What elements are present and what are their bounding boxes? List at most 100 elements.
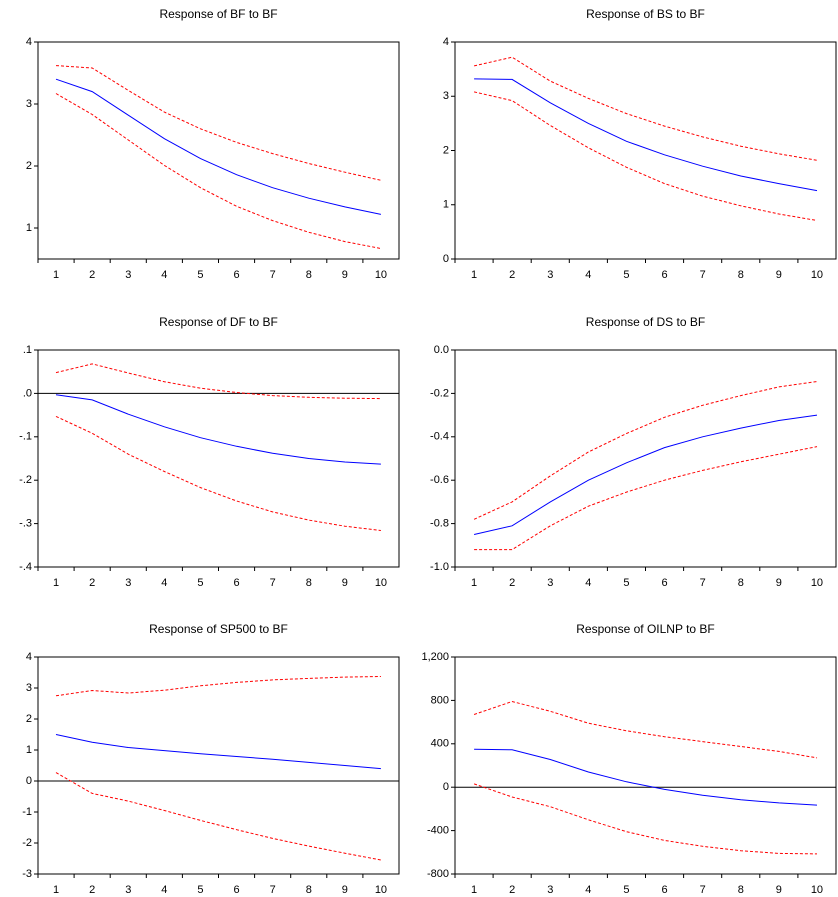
x-tick-label: 1 bbox=[471, 269, 477, 281]
series-line bbox=[474, 446, 818, 551]
series-line bbox=[55, 772, 381, 861]
y-tick-label: 3 bbox=[443, 90, 449, 102]
x-tick-label: 7 bbox=[700, 884, 706, 896]
x-tick-label: 10 bbox=[811, 269, 823, 281]
x-tick-label: 9 bbox=[342, 577, 348, 589]
x-tick-label: 6 bbox=[233, 577, 239, 589]
y-tick-label: 2 bbox=[26, 160, 32, 172]
y-tick-label: 400 bbox=[431, 738, 449, 750]
x-tick-label: 5 bbox=[197, 269, 203, 281]
x-tick-label: 4 bbox=[161, 269, 167, 281]
series-line bbox=[473, 56, 818, 161]
x-tick-label: 8 bbox=[738, 269, 744, 281]
series-line bbox=[473, 414, 818, 535]
x-tick-label: 9 bbox=[776, 884, 782, 896]
x-tick-label: 3 bbox=[125, 884, 131, 896]
y-tick-label: 800 bbox=[431, 694, 449, 706]
y-tick-label: -.3 bbox=[19, 518, 32, 530]
x-tick-label: 1 bbox=[53, 884, 59, 896]
series-line bbox=[55, 394, 381, 465]
y-tick-label: -0.4 bbox=[430, 431, 449, 443]
y-tick-label: 1 bbox=[443, 199, 449, 211]
chart-title: Response of DS to BF bbox=[586, 315, 705, 329]
y-tick-label: -0.8 bbox=[430, 518, 449, 530]
x-tick-label: 4 bbox=[161, 884, 167, 896]
y-tick-label: -800 bbox=[427, 868, 449, 880]
x-tick-label: 6 bbox=[661, 577, 667, 589]
series-line bbox=[55, 78, 382, 215]
y-tick-label: -0.6 bbox=[430, 474, 449, 486]
x-tick-label: 8 bbox=[306, 884, 312, 896]
x-tick-label: 3 bbox=[125, 577, 131, 589]
y-tick-label: 2 bbox=[26, 713, 32, 725]
x-tick-label: 10 bbox=[811, 884, 823, 896]
x-tick-label: 2 bbox=[89, 577, 95, 589]
x-tick-label: 5 bbox=[197, 884, 203, 896]
y-tick-label: -1.0 bbox=[430, 561, 449, 573]
y-tick-label: -.2 bbox=[19, 474, 32, 486]
series-line bbox=[473, 700, 818, 759]
x-tick-label: 1 bbox=[471, 884, 477, 896]
x-tick-label: 3 bbox=[547, 884, 553, 896]
x-tick-label: 6 bbox=[233, 884, 239, 896]
y-tick-label: -2 bbox=[22, 837, 32, 849]
x-tick-label: 4 bbox=[585, 884, 591, 896]
y-tick-label: 4 bbox=[26, 36, 32, 48]
series-line bbox=[55, 676, 381, 697]
y-tick-label: -0.2 bbox=[430, 387, 449, 399]
y-tick-label: 0 bbox=[443, 253, 449, 265]
y-tick-label: 0 bbox=[443, 781, 449, 793]
y-tick-label: 1 bbox=[26, 222, 32, 234]
x-tick-label: 9 bbox=[776, 577, 782, 589]
x-tick-label: 9 bbox=[342, 269, 348, 281]
chart-title: Response of SP500 to BF bbox=[149, 622, 288, 636]
x-tick-label: 3 bbox=[125, 269, 131, 281]
chart-title: Response of DF to BF bbox=[159, 315, 278, 329]
x-tick-label: 8 bbox=[306, 269, 312, 281]
y-tick-label: -1 bbox=[22, 806, 32, 818]
x-tick-label: 6 bbox=[661, 884, 667, 896]
x-tick-label: 9 bbox=[342, 884, 348, 896]
x-tick-label: 6 bbox=[661, 269, 667, 281]
series-line bbox=[474, 78, 818, 192]
x-tick-label: 5 bbox=[623, 884, 629, 896]
x-tick-label: 1 bbox=[53, 269, 59, 281]
plot-frame bbox=[37, 656, 400, 875]
x-tick-label: 8 bbox=[738, 577, 744, 589]
series-line bbox=[55, 93, 381, 249]
x-tick-label: 2 bbox=[509, 884, 515, 896]
x-tick-label: 8 bbox=[738, 884, 744, 896]
series-line bbox=[473, 783, 818, 855]
y-tick-label: 4 bbox=[26, 651, 32, 663]
x-tick-label: 4 bbox=[161, 577, 167, 589]
y-tick-label: 2 bbox=[443, 144, 449, 156]
x-tick-label: 3 bbox=[547, 577, 553, 589]
y-tick-label: .0 bbox=[23, 387, 32, 399]
x-tick-label: 9 bbox=[776, 269, 782, 281]
x-tick-label: 7 bbox=[270, 577, 276, 589]
x-tick-label: 4 bbox=[585, 577, 591, 589]
plot-frame bbox=[37, 349, 400, 568]
x-tick-label: 8 bbox=[306, 577, 312, 589]
chart-title: Response of BS to BF bbox=[586, 7, 705, 21]
x-tick-label: 2 bbox=[509, 269, 515, 281]
y-tick-label: -.1 bbox=[19, 431, 32, 443]
x-tick-label: 4 bbox=[585, 269, 591, 281]
plot-frame bbox=[454, 41, 837, 260]
x-tick-label: 3 bbox=[547, 269, 553, 281]
y-tick-label: -3 bbox=[22, 868, 32, 880]
x-tick-label: 2 bbox=[89, 269, 95, 281]
series-line bbox=[55, 65, 382, 181]
x-tick-label: 7 bbox=[270, 269, 276, 281]
x-tick-label: 7 bbox=[270, 884, 276, 896]
y-tick-label: -.4 bbox=[19, 561, 32, 573]
y-tick-label: 1 bbox=[26, 744, 32, 756]
y-tick-label: 1,200 bbox=[421, 651, 449, 663]
x-tick-label: 6 bbox=[233, 269, 239, 281]
series-line bbox=[474, 748, 818, 806]
plot-frame bbox=[454, 656, 837, 875]
x-tick-label: 1 bbox=[53, 577, 59, 589]
x-tick-label: 2 bbox=[89, 884, 95, 896]
y-tick-label: 0 bbox=[26, 775, 32, 787]
